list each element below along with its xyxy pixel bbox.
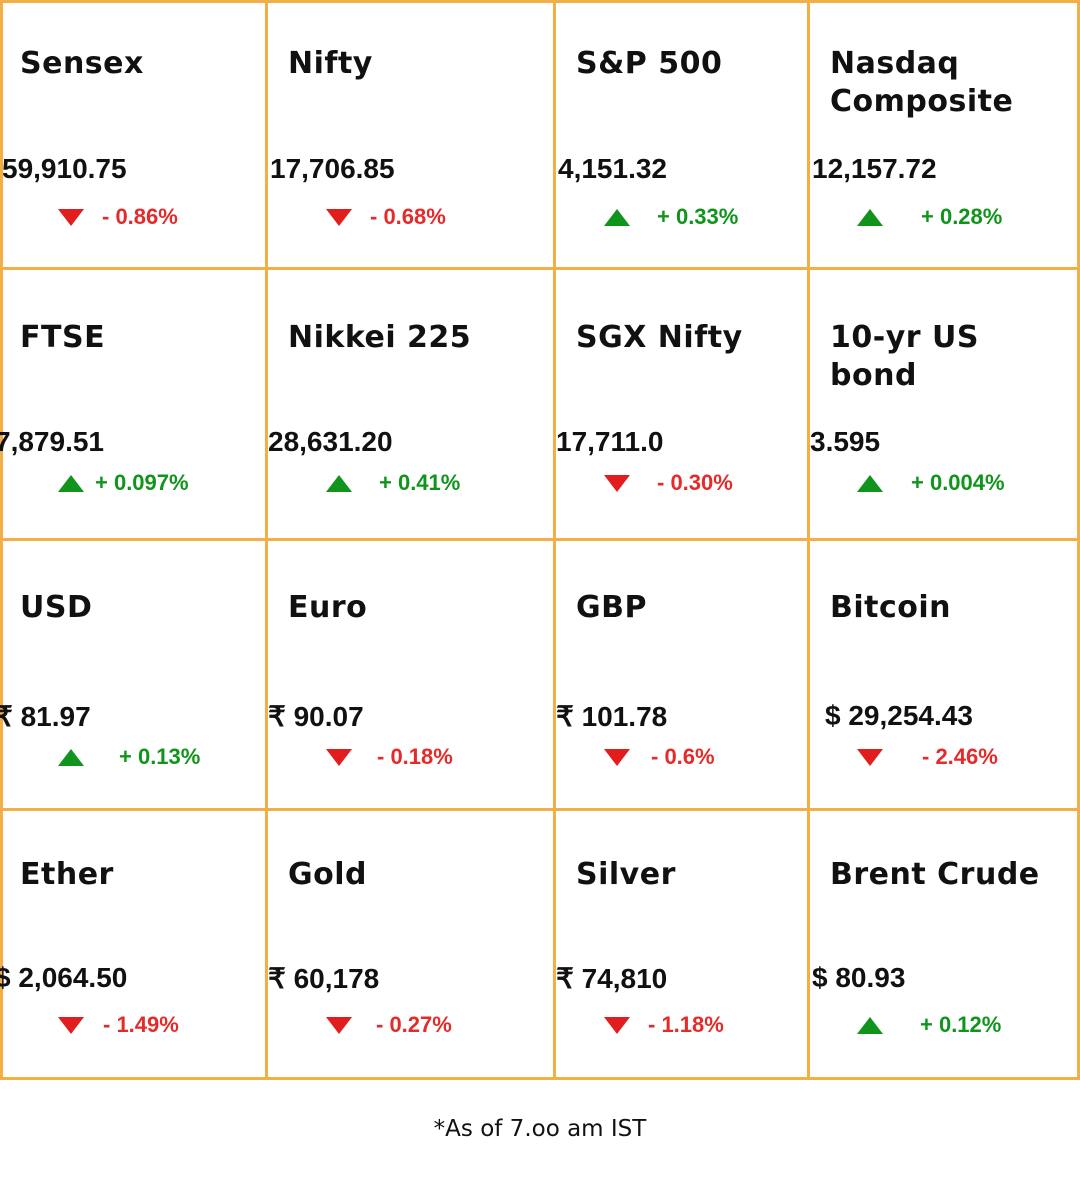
- cell-value-brent-crude: $ 80.93: [812, 962, 906, 993]
- cell-value-ftse: 7,879.51: [0, 426, 104, 457]
- triangle-up-icon: [58, 475, 84, 492]
- cell-change-sensex: - 0.86%: [102, 204, 178, 229]
- triangle-down-icon: [604, 1017, 630, 1034]
- cell-change-nifty: - 0.68%: [370, 204, 446, 229]
- triangle-up-icon: [58, 749, 84, 766]
- cell-change-sgx-nifty: - 0.30%: [657, 470, 733, 495]
- cell-title-10-yr-us-bond: 10-yr US bond: [830, 320, 979, 393]
- cell-value-gold: ₹ 60,178: [268, 963, 380, 994]
- cell-title-gbp: GBP: [576, 590, 647, 625]
- cell-change-silver: - 1.18%: [648, 1012, 724, 1037]
- cell-title-silver: Silver: [576, 857, 676, 892]
- cell-value-silver: ₹ 74,810: [556, 963, 668, 994]
- cell-value-euro: ₹ 90.07: [268, 701, 364, 732]
- cell-title-gold: Gold: [288, 857, 367, 892]
- cell-change-euro: - 0.18%: [377, 744, 453, 769]
- cell-value-10-yr-us-bond: 3.595: [810, 426, 881, 457]
- cell-value-usd: ₹ 81.97: [0, 701, 91, 732]
- cell-change-gbp: - 0.6%: [651, 744, 715, 769]
- cell-title-ether: Ether: [20, 857, 114, 892]
- triangle-up-icon: [604, 209, 630, 226]
- footnote: *As of 7.oo am IST: [433, 1116, 647, 1142]
- grid-line: [0, 1077, 1080, 1080]
- triangle-down-icon: [326, 749, 352, 766]
- triangle-up-icon: [857, 1017, 883, 1034]
- cell-title-sgx-nifty: SGX Nifty: [576, 320, 743, 355]
- cell-title-sensex: Sensex: [20, 46, 144, 81]
- grid-line: [0, 267, 1080, 270]
- triangle-up-icon: [857, 209, 883, 226]
- cell-change-s-p-500: + 0.33%: [657, 204, 739, 229]
- grid-line: [0, 808, 1080, 811]
- cell-title-ftse: FTSE: [20, 320, 106, 355]
- triangle-down-icon: [326, 209, 352, 226]
- cell-title-nifty: Nifty: [288, 46, 373, 81]
- cell-title-bitcoin: Bitcoin: [830, 590, 952, 625]
- triangle-down-icon: [604, 475, 630, 492]
- cell-title-nasdaq-composite: Nasdaq Composite: [830, 46, 1014, 119]
- grid-line: [0, 538, 1080, 541]
- cell-change-bitcoin: - 2.46%: [922, 744, 998, 769]
- triangle-up-icon: [326, 475, 352, 492]
- cell-value-ether: $ 2,064.50: [0, 962, 128, 993]
- triangle-down-icon: [604, 749, 630, 766]
- cell-value-nikkei-225: 28,631.20: [268, 426, 393, 457]
- triangle-down-icon: [857, 749, 883, 766]
- cell-value-gbp: ₹ 101.78: [556, 701, 668, 732]
- triangle-up-icon: [857, 475, 883, 492]
- cell-title-euro: Euro: [288, 590, 368, 625]
- cell-change-10-yr-us-bond: + 0.004%: [911, 470, 1005, 495]
- cell-value-bitcoin: $ 29,254.43: [825, 700, 973, 731]
- cell-value-nifty: 17,706.85: [270, 153, 395, 184]
- cell-change-nasdaq-composite: + 0.28%: [921, 204, 1003, 229]
- grid-line: [0, 0, 1080, 3]
- cell-value-sensex: 59,910.75: [2, 153, 127, 184]
- cell-value-s-p-500: 4,151.32: [558, 153, 667, 184]
- cell-title-s-p-500: S&P 500: [576, 46, 723, 81]
- cell-change-brent-crude: + 0.12%: [920, 1012, 1002, 1037]
- cell-title-brent-crude: Brent Crude: [830, 857, 1040, 892]
- cell-value-nasdaq-composite: 12,157.72: [812, 153, 937, 184]
- triangle-down-icon: [58, 209, 84, 226]
- cell-change-nikkei-225: + 0.41%: [379, 470, 461, 495]
- market-grid: [0, 0, 1080, 1080]
- triangle-down-icon: [58, 1017, 84, 1034]
- cell-title-usd: USD: [20, 590, 93, 625]
- cell-title-nikkei-225: Nikkei 225: [288, 320, 472, 355]
- cell-change-usd: + 0.13%: [119, 744, 201, 769]
- cell-change-ftse: + 0.097%: [95, 470, 189, 495]
- cell-change-ether: - 1.49%: [103, 1012, 179, 1037]
- cell-change-gold: - 0.27%: [376, 1012, 452, 1037]
- triangle-down-icon: [326, 1017, 352, 1034]
- cell-value-sgx-nifty: 17,711.0: [556, 426, 664, 457]
